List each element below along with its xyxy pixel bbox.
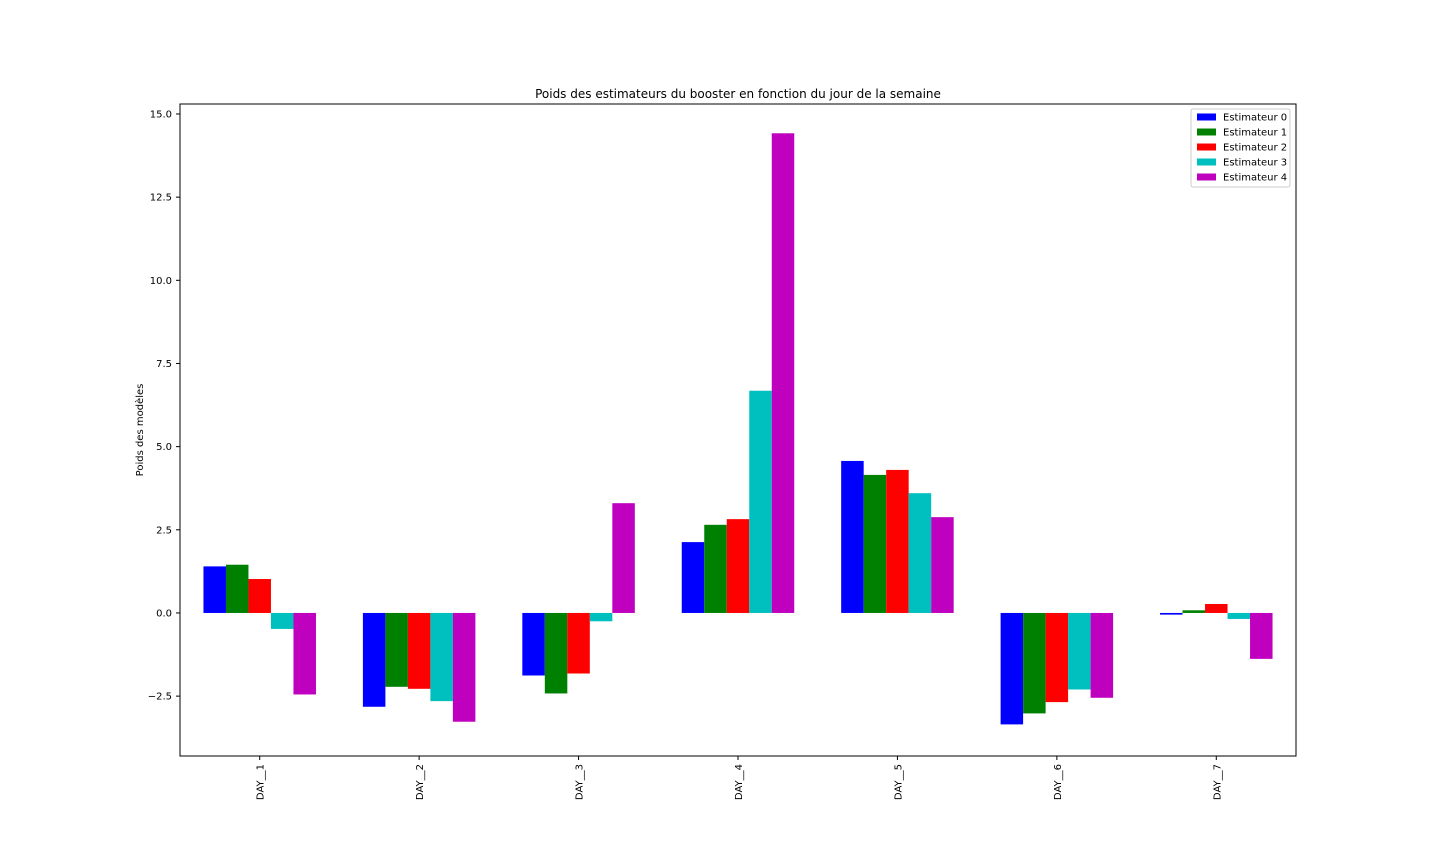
legend-swatch [1197,113,1216,121]
x-tick-label: DAY__5 [893,764,904,800]
bar-day__4-series-3 [749,390,772,613]
x-tick-label: DAY__1 [256,764,267,800]
y-tick-label: 15.0 [150,109,172,120]
bar-day__1-series-2 [248,579,271,613]
bar-day__1-series-1 [225,564,249,613]
chart-title: Poids des estimateurs du booster en fonc… [535,87,941,101]
legend: Estimateur 0 Estimateur 1 Estimateur 2 Esti… [1190,108,1291,188]
bar-day__5-series-1 [863,474,887,613]
bar-day__7-series-4 [1250,612,1273,659]
x-tick-label: DAY__2 [415,764,426,800]
bar-day__2-series-2 [407,612,431,689]
bar-day__5-series-2 [886,469,909,613]
y-ticks: −2.5 0.0 2.5 5.0 7.5 10.0 12.5 15.0 [148,109,180,703]
legend-swatch [1197,173,1216,181]
legend-label: Estimateur 4 [1223,173,1287,184]
bars-group [203,133,1273,725]
y-tick-label: 5.0 [156,442,172,453]
y-tick-label: 2.5 [156,525,172,536]
bar-day__6-series-2 [1045,612,1069,703]
bar-day__3-series-2 [567,612,590,674]
bar-day__4-series-1 [704,524,727,613]
y-tick-label: 10.0 [150,276,172,287]
legend-swatch [1197,128,1216,136]
legend-swatch [1197,143,1216,151]
y-tick-label: 0.0 [156,608,172,619]
bar-day__4-series-4 [771,133,795,613]
y-tick-label: −2.5 [148,692,172,703]
legend-label: Estimateur 1 [1223,128,1287,139]
bar-day__2-series-3 [430,612,453,702]
bar-day__7-series-1 [1182,610,1206,613]
x-tick-label: DAY__3 [575,764,586,800]
bar-day__6-series-1 [1023,612,1046,714]
bar-day__5-series-0 [841,460,864,613]
bar-day__4-series-0 [681,542,705,613]
bar-day__6-series-0 [1000,612,1024,725]
x-tick-label: DAY__4 [734,764,745,800]
bar-day__7-series-3 [1227,612,1251,619]
bar-day__3-series-0 [522,612,545,676]
bar-day__1-series-4 [293,612,316,695]
bar-day__7-series-0 [1160,612,1183,615]
bar-day__1-series-0 [203,566,226,613]
legend-label: Estimateur 0 [1223,113,1287,124]
x-tick-label: DAY__6 [1053,764,1064,800]
x-ticks: DAY__1 DAY__2 DAY__3 DAY__4 DAY__5 DAY__6 DAY_… [256,756,1223,800]
x-tick-label: DAY__7 [1212,764,1223,800]
plot-frame [179,103,1297,757]
y-tick-label: 12.5 [150,193,172,204]
bar-day__6-series-3 [1068,612,1091,690]
bar-day__7-series-2 [1205,603,1228,613]
bar-day__3-series-1 [544,612,568,694]
y-axis-label: Poids des modèles [134,384,146,477]
bar-day__5-series-3 [908,493,932,613]
bar-day__1-series-3 [270,612,294,629]
legend-label: Estimateur 3 [1223,158,1287,169]
legend-label: Estimateur 2 [1223,143,1287,154]
bar-day__2-series-4 [452,612,476,722]
bar-day__4-series-2 [726,519,750,613]
bar-day__2-series-0 [362,612,386,707]
y-tick-label: 7.5 [156,359,172,370]
bar-day__3-series-4 [612,503,635,613]
bar-day__2-series-1 [385,612,408,687]
bar-day__5-series-4 [931,517,954,613]
bar-day__6-series-4 [1090,612,1114,698]
bar-day__3-series-3 [589,612,613,622]
legend-swatch [1197,158,1216,166]
